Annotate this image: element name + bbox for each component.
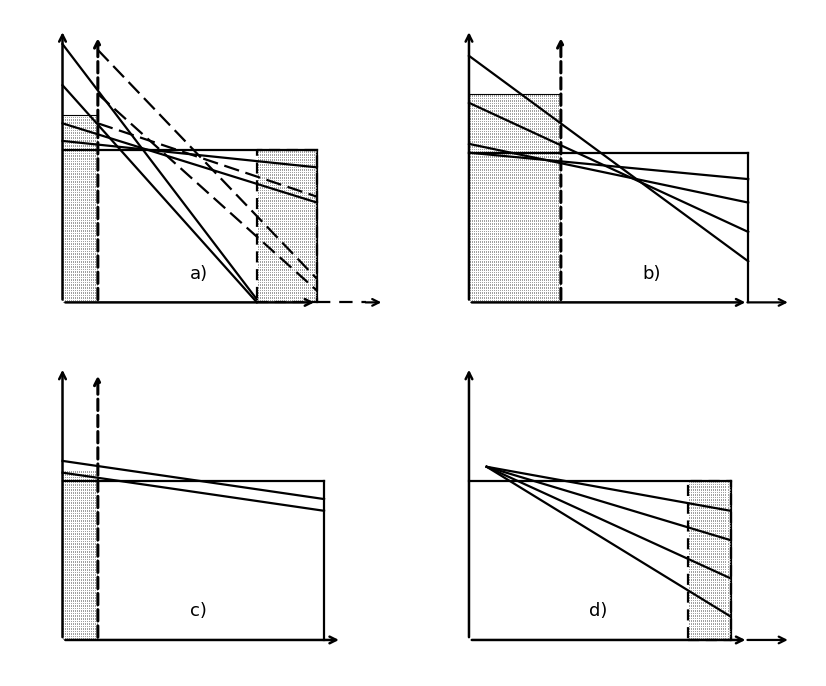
Text: a): a) [190,265,208,283]
Text: d): d) [589,602,608,620]
Text: c): c) [190,602,206,620]
Text: b): b) [642,265,661,283]
